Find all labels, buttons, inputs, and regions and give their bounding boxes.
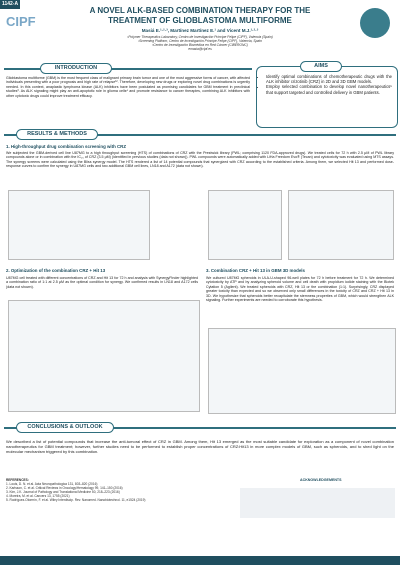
reference: 3. Kim, J.K. Journal of Pathology and Tr… [6, 490, 120, 494]
reference: 5. Rodríguez-Otormín, F. et al. Wiley In… [6, 498, 146, 502]
section-heading: RESULTS & METHODS [16, 129, 98, 140]
table-figure [208, 190, 282, 260]
affiliations: ¹Polymer Therapeutics Laboratory, Centro… [70, 35, 330, 51]
acknowledgements: ACKNOWLEDGEMENTS [300, 478, 342, 482]
affiliation: ²Screening Platform, Centro de Investiga… [138, 39, 262, 43]
subsection-text: We subjected the GBM-derived cell line U… [6, 151, 394, 169]
authors: Masiá E.¹·²·³, Martínez Martínez E.¹ and… [141, 28, 259, 33]
logo: CIPF [6, 14, 36, 29]
affiliation: ¹Polymer Therapeutics Laboratory, Centro… [127, 35, 273, 39]
subsection-title: 2. Optimization of the combination CRZ +… [6, 268, 106, 273]
email: emasia@cipf.es [188, 47, 212, 51]
aim: Identify optimal combinations of chemoth… [266, 74, 392, 84]
figure [8, 190, 150, 260]
reference: 2. Karlsson, C. et al. Critical Reviews … [6, 486, 123, 490]
references-heading: REFERENCES: [6, 478, 29, 482]
aim: Employ selected combination to develop n… [266, 84, 392, 94]
subsection-title: 3. Combination CRZ + Hit 13 in GBM 3D mo… [206, 268, 305, 273]
intro-text: Glioblastoma multiforme (GBM) is the mos… [6, 76, 250, 98]
aims-list: Identify optimal combinations of chemoth… [260, 74, 392, 95]
figure [8, 300, 200, 412]
rule [4, 68, 252, 70]
section-heading: AIMS [300, 61, 342, 72]
figure [288, 190, 394, 260]
conclusions-text: We described a list of potential compoun… [6, 439, 394, 454]
reference: 4. Moreira, M. et al. Cancers 13, 1755 (… [6, 494, 70, 498]
subsection-title: 1. High-throughput drug combination scre… [6, 144, 127, 149]
figure [208, 328, 396, 414]
subsection-text: We cultured U87MG spheroids in ULA-U-sha… [206, 276, 394, 303]
right-logo [360, 8, 390, 38]
rule [4, 134, 396, 136]
section-heading: INTRODUCTION [40, 63, 112, 74]
references: REFERENCES: 1. Louis, D. N. et al. Acta … [6, 478, 236, 502]
section-heading: CONCLUSIONS & OUTLOOK [16, 422, 114, 433]
poster-tag: 1142-A [0, 0, 20, 9]
title: A NOVEL ALK-BASED COMBINATION THERAPY FO… [89, 6, 311, 25]
affiliation: ³Centro de Investigación Biomédica en Re… [152, 43, 248, 47]
subsection-text: U87MG cell treated with different concen… [6, 276, 198, 289]
footer-bar [0, 556, 400, 565]
rule [4, 427, 396, 429]
funding-logos [240, 488, 395, 518]
reference: 1. Louis, D. N. et al. Acta Neuropatholo… [6, 482, 98, 486]
